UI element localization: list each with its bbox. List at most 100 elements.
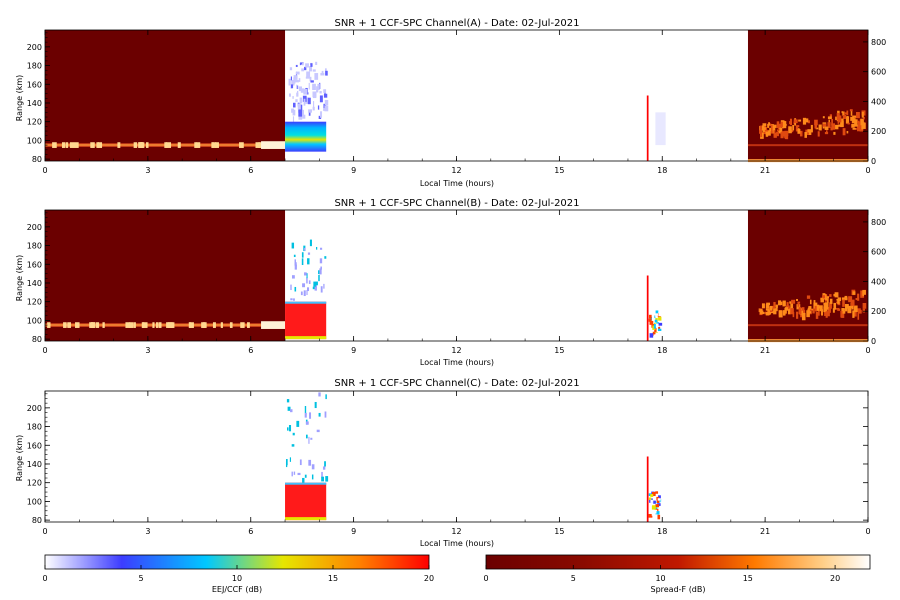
data-block-eej-mixed-spot	[654, 319, 658, 323]
data-block-spreadf-plume-spot	[798, 119, 802, 122]
data-block-spreadf-plume-spot	[842, 310, 846, 314]
data-block-spreadf-plume-spot	[839, 118, 844, 121]
data-block-spreadf-layer-spot	[97, 142, 103, 148]
data-block-spreadf-layer-spot	[229, 322, 233, 328]
data-block-spreadf-plume-spot	[837, 308, 841, 311]
data-block-spreadf-plume-spot	[791, 299, 796, 304]
data-block-eej-mixed-spot	[658, 502, 663, 506]
data-block-spreadf-plume-spot	[786, 302, 789, 309]
data-block-eej-scatter-spot	[288, 78, 291, 86]
data-block-spreadf-plume-spot	[852, 310, 855, 318]
data-block-spreadf-layer-spot	[90, 142, 95, 148]
y-tick-label: 120	[27, 298, 42, 307]
data-block-spreadf-plume-spot	[851, 290, 855, 293]
data-block-eej-mixed-spot	[655, 315, 658, 318]
colorbar-tick-label: 0	[483, 574, 488, 583]
data-block-eej-scatter-spot	[303, 98, 306, 106]
data-block-spreadf-plume-spot	[843, 112, 848, 115]
data-block-eej-scatter-spot	[299, 97, 303, 104]
data-block-spreadf-layer-spot	[258, 142, 264, 148]
data-block-spreadf-plume-spot	[771, 125, 776, 132]
x-tick-label: 15	[554, 166, 564, 175]
x-tick-label: 15	[554, 527, 564, 536]
data-block-spreadf-layer-spot	[73, 142, 79, 148]
data-block-spreadf-layer-spot	[189, 322, 194, 328]
data-block-eej-scatter-spot	[317, 105, 320, 110]
data-block-spreadf-plume-spot	[852, 127, 856, 130]
data-block-spreadf-plume-spot	[799, 130, 803, 137]
data-block-eej-red-edge	[285, 301, 327, 304]
data-block-eej-sparse-spot	[319, 258, 323, 264]
y-tick-label: 180	[27, 62, 42, 71]
data-block-eej-scatter-spot	[324, 92, 326, 96]
data-block-spreadf-plume-spot	[820, 297, 823, 300]
data-block-eej-scatter-spot	[308, 112, 311, 116]
y-tick-label: 200	[27, 404, 42, 413]
y-tick-label: 140	[27, 99, 42, 108]
data-block-eej-mixed-spot	[648, 314, 652, 319]
data-block-spreadf-plume-spot	[770, 130, 774, 134]
data-block-spreadf-plume-spot	[776, 121, 780, 129]
data-block-spreadf-layer-spot	[47, 322, 51, 328]
data-block-eej-scatter-spot	[315, 61, 318, 65]
data-block-eej-scatter-spot	[314, 73, 319, 80]
data-block-spreadf-plume-spot	[784, 307, 789, 311]
data-block-spreadf-plume-spot	[841, 297, 845, 301]
data-block-spreadf-plume-spot	[759, 129, 762, 133]
data-block-eej-sparse-spot	[320, 266, 322, 270]
data-block-eej-sparse-spot	[324, 256, 327, 259]
data-block-eej-scatter-spot	[295, 79, 299, 83]
data-block-spreadf-plume-spot	[778, 310, 783, 318]
data-block-eej-sparse-spot	[310, 437, 313, 440]
data-block-spreadf-plume-spot	[862, 308, 866, 313]
data-block-eej-scatter-spot	[312, 106, 315, 111]
data-block-spreadf-plume-spot	[807, 132, 810, 135]
colorbar-tick-label: 5	[571, 574, 576, 583]
right-y-tick-label: 800	[871, 38, 886, 47]
data-block-spreadf-plume-spot	[773, 301, 776, 307]
data-block-spreadf-layer-spot	[133, 322, 136, 328]
data-block-spreadf-plume-spot	[844, 297, 848, 301]
data-block-eej-sparse-spot	[305, 421, 309, 425]
data-block-spreadf-plume-spot	[789, 301, 793, 304]
data-block-spreadf-plume-spot	[765, 303, 770, 309]
data-block-eej-mixed-spot	[648, 513, 653, 518]
data-block-eej-sparse-spot	[306, 273, 308, 279]
data-block-eej-sparse-spot	[308, 436, 310, 444]
data-block-eej-mixed-spot	[657, 514, 661, 520]
data-block-eej-sparse-spot	[304, 412, 307, 418]
data-block-spreadf-plume-spot	[844, 308, 848, 312]
data-block-spreadf-layer-spot	[90, 322, 96, 328]
data-block-spreadf-plume-spot	[818, 124, 822, 131]
data-block-eej-sparse-spot	[286, 399, 290, 403]
data-block-spreadf-layer-spot	[133, 142, 138, 148]
data-block-eej-sparse-spot	[319, 268, 322, 275]
data-block-spreadf-layer-spot	[155, 322, 158, 328]
data-block-spreadf-plume-spot	[829, 294, 832, 297]
data-block-eej-mixed-spot	[656, 322, 660, 325]
data-block-eej-sparse-spot	[296, 420, 300, 427]
data-block-spreadf-plume-spot	[823, 302, 827, 305]
data-block-spreadf-plume-spot	[771, 305, 775, 309]
data-block-eej-mixed-spot	[657, 328, 662, 331]
data-block-spreadf-plume-spot	[799, 310, 802, 315]
panel-a-ylabel: Range (km)	[15, 75, 24, 122]
data-block-spreadf-plume-spot	[789, 118, 792, 126]
data-block-eej-sparse-spot	[308, 280, 311, 285]
data-block-spreadf-plume-spot	[769, 305, 773, 311]
data-block-spreadf-layer-spot	[194, 142, 197, 148]
data-block-spreadf-plume-spot	[770, 310, 774, 314]
x-tick-label: 0	[865, 166, 870, 175]
data-block-spreadf-plume-spot	[814, 305, 817, 312]
data-block-spreadf-layer-spot	[142, 322, 148, 328]
data-block-eej-mixed-spot	[652, 332, 655, 336]
data-block-eej-sparse-spot	[309, 412, 312, 419]
data-block-eej-sparse-spot	[314, 284, 317, 291]
data-block-eej-scatter-spot	[308, 82, 310, 90]
data-block-spreadf-layer-spot	[164, 142, 168, 148]
data-block-eej-scatter-spot	[316, 86, 319, 93]
data-block-eej-scatter-spot	[296, 92, 299, 97]
data-block-spreadf-layer-spot	[240, 322, 245, 328]
panel-b: SNR + 1 CCF-SPC Channel(B) - Date: 02-Ju…	[15, 198, 886, 367]
data-block-spreadf-layer-spot	[166, 322, 170, 328]
